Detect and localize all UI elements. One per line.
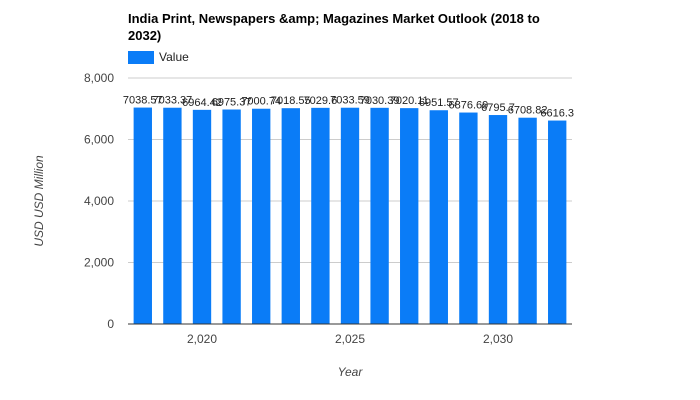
data-label: 7018.55 xyxy=(271,95,311,107)
legend: Value xyxy=(128,49,189,65)
bar-2027 xyxy=(400,108,419,324)
x-tick-label: 2,020 xyxy=(187,332,217,346)
x-axis-title: Year xyxy=(338,365,364,379)
data-label: 7030.39 xyxy=(360,95,400,107)
bar-2028 xyxy=(429,110,448,324)
bar-2023 xyxy=(281,108,300,324)
data-label: 6616.3 xyxy=(540,108,574,120)
bar-2020 xyxy=(192,109,212,324)
x-tick-label: 2,030 xyxy=(483,332,513,346)
data-label: 6951.57 xyxy=(419,97,459,109)
chart-title: India Print, Newspapers &amp; Magazines … xyxy=(128,11,540,43)
y-axis-title: USD USD Million xyxy=(32,155,46,247)
bar-2018 xyxy=(133,107,152,325)
bar-2024 xyxy=(311,107,330,324)
data-label: 6964.42 xyxy=(182,97,222,109)
bar-2025 xyxy=(340,107,360,325)
bar-2030 xyxy=(488,115,508,324)
y-tick-label: 8,000 xyxy=(84,71,114,85)
data-label: 6876.69 xyxy=(449,100,489,112)
bar-2026 xyxy=(370,107,389,324)
bar-2021 xyxy=(222,109,241,324)
bar-2029 xyxy=(459,112,478,325)
data-label: 7033.37 xyxy=(153,95,193,107)
y-tick-label: 2,000 xyxy=(84,256,114,270)
data-label: 7038.57 xyxy=(123,95,163,107)
bar-2022 xyxy=(252,108,271,325)
bar-2032 xyxy=(548,120,567,325)
bar-2019 xyxy=(163,107,182,324)
data-label: 7000.74 xyxy=(241,96,281,108)
x-tick-label: 2,025 xyxy=(335,332,365,346)
legend-label-value: Value xyxy=(159,50,189,64)
y-tick-label: 0 xyxy=(107,317,114,331)
data-label: 7033.59 xyxy=(330,95,370,107)
data-label: 7020.11 xyxy=(390,95,429,107)
bar-2031 xyxy=(518,117,537,324)
data-label: 7029.6 xyxy=(304,95,338,107)
legend-swatch-value xyxy=(128,50,154,64)
data-label: 6975.37 xyxy=(212,97,252,109)
data-label: 6795.7 xyxy=(481,102,515,114)
y-tick-label: 4,000 xyxy=(84,194,114,208)
y-tick-label: 6,000 xyxy=(84,133,114,147)
data-label: 6708.82 xyxy=(508,105,548,117)
